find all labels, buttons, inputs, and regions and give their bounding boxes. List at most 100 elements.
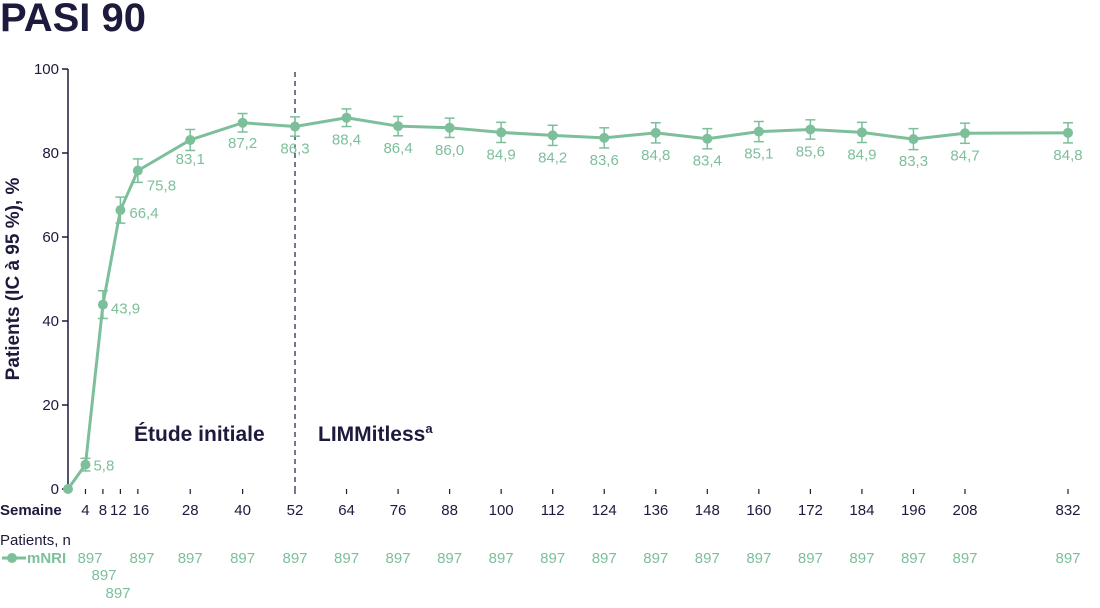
x-tick-label: 832 <box>1055 502 1080 519</box>
data-point <box>80 459 91 470</box>
y-tick-label: 40 <box>42 313 59 330</box>
data-point <box>805 124 816 135</box>
series-mnri: 5,8 43,9 66,4 75,883,1 87,2 86,3 88,4 86,4 86,0 8… <box>63 108 1083 494</box>
data-label: 86,3 <box>280 141 309 158</box>
x-tick-label: 8 <box>99 502 107 519</box>
patient-count: 897 <box>798 550 823 567</box>
data-point <box>1063 127 1073 138</box>
data-point <box>115 205 126 216</box>
y-ticks: 0 20 40 60 80 100 <box>34 61 68 498</box>
x-tick-label: 76 <box>390 502 407 519</box>
region-label-initial-study: Étude initiale <box>134 423 265 446</box>
region-label-limmitless-superscript: a <box>425 421 433 436</box>
patient-count: 897 <box>849 550 874 567</box>
data-point <box>496 127 507 138</box>
data-label: 83,1 <box>176 151 205 168</box>
x-tick-label: 160 <box>746 502 771 519</box>
x-tick-label: 16 <box>133 502 150 519</box>
patient-count: 897 <box>540 550 565 567</box>
legend-marker <box>7 553 17 563</box>
patient-count: 897 <box>746 550 771 567</box>
patient-count: 897 <box>901 550 926 567</box>
x-tick-label: 28 <box>182 502 199 519</box>
data-point <box>185 134 196 145</box>
data-label: 84,7 <box>950 147 979 164</box>
x-tick-label: 148 <box>695 502 720 519</box>
data-point <box>63 484 73 494</box>
y-tick-label: 0 <box>51 481 59 498</box>
x-tick-label: 40 <box>234 502 251 519</box>
data-label: 87,2 <box>228 135 257 152</box>
chart-title: PASI 90 <box>0 0 146 40</box>
x-tick-label: 88 <box>441 502 458 519</box>
data-point <box>856 127 867 138</box>
y-tick-label: 20 <box>42 397 59 414</box>
data-point <box>341 112 352 123</box>
x-ticks: 4 8 12 16 28 40 52 64 76 88 100 112 124 136 148 160 172 1… <box>81 489 1081 519</box>
data-label: 43,9 <box>111 301 140 318</box>
patients-count-label: Patients, n <box>0 532 71 549</box>
x-tick-label: 4 <box>81 502 89 519</box>
patient-count: 897 <box>437 550 462 567</box>
data-label: 86,4 <box>383 140 412 157</box>
patient-count: 897 <box>230 550 255 567</box>
data-label: 84,2 <box>538 149 567 166</box>
patient-count: 897 <box>643 550 668 567</box>
patient-count: 897 <box>952 550 977 567</box>
data-point <box>547 130 558 141</box>
data-label: 75,8 <box>147 178 176 195</box>
x-tick-label: 112 <box>541 502 565 519</box>
data-label: 88,4 <box>332 132 361 149</box>
patient-count: 897 <box>77 550 102 567</box>
patient-count: 897 <box>489 550 514 567</box>
x-tick-label: 52 <box>287 502 304 519</box>
x-tick-label: 124 <box>592 502 617 519</box>
patient-count: 897 <box>105 585 130 602</box>
y-tick-label: 80 <box>42 145 59 162</box>
patient-count: 897 <box>695 550 720 567</box>
data-point <box>237 117 248 128</box>
y-tick-label: 60 <box>42 229 59 246</box>
data-label: 85,1 <box>744 146 773 163</box>
data-label: 83,6 <box>590 152 619 169</box>
series-line <box>66 116 1069 490</box>
patient-count: 897 <box>91 567 116 584</box>
y-axis-label: Patients (IC à 95 %), % <box>3 178 24 381</box>
patient-count: 897 <box>282 550 307 567</box>
legend-mnri: mNRI <box>2 550 66 567</box>
patient-count: 897 <box>592 550 617 567</box>
patient-count: 897 <box>178 550 203 567</box>
data-point <box>599 132 610 143</box>
x-tick-label: 208 <box>952 502 977 519</box>
data-point <box>132 165 143 176</box>
data-point <box>393 121 404 132</box>
data-label: 85,6 <box>796 143 825 160</box>
data-point <box>97 299 108 310</box>
data-point <box>290 121 300 132</box>
data-point <box>650 127 661 138</box>
data-point <box>960 128 970 139</box>
data-label: 83,4 <box>693 153 722 170</box>
x-tick-label: 136 <box>643 502 668 519</box>
patient-count: 897 <box>129 550 154 567</box>
data-label: 83,3 <box>899 153 928 170</box>
data-label: 84,9 <box>847 146 876 163</box>
data-label: 84,8 <box>641 147 670 164</box>
y-tick-label: 100 <box>34 61 59 78</box>
x-tick-label: 184 <box>849 502 874 519</box>
patient-count: 897 <box>334 550 359 567</box>
x-tick-label: 12 <box>110 502 127 519</box>
data-point <box>908 134 919 145</box>
data-label: 84,9 <box>487 146 516 163</box>
x-tick-label: 172 <box>798 502 823 519</box>
x-tick-label: 64 <box>338 502 355 519</box>
patient-count: 897 <box>386 550 411 567</box>
region-label-limmitless: LIMMitlessa <box>318 421 433 446</box>
data-label: 86,0 <box>435 142 464 159</box>
data-point <box>702 133 713 144</box>
patient-count: 897 <box>1055 550 1080 567</box>
region-label-limmitless-text: LIMMitless <box>318 423 425 446</box>
x-tick-label: 100 <box>489 502 514 519</box>
